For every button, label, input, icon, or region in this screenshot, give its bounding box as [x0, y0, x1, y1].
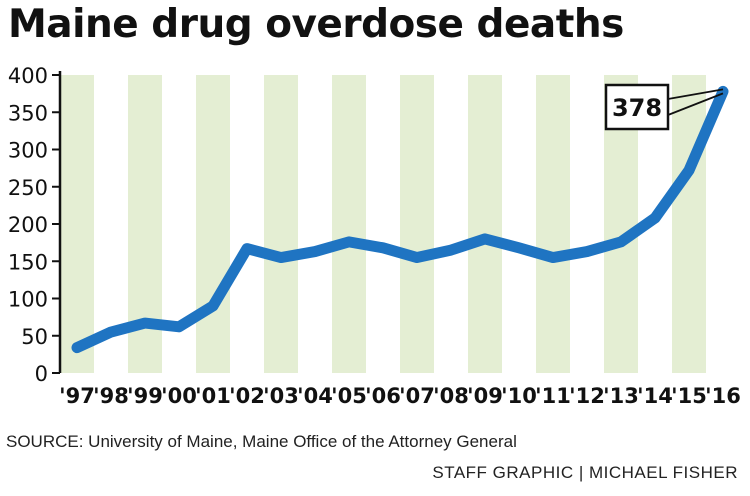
data-point	[514, 242, 524, 253]
y-tick-label: 50	[21, 325, 48, 349]
callout-box	[604, 83, 670, 131]
graphic-credit: STAFF GRAPHIC | MICHAEL FISHER	[432, 463, 738, 482]
data-point	[344, 236, 354, 247]
x-tick-label: '13	[603, 384, 639, 408]
data-point	[208, 300, 218, 311]
data-point	[650, 213, 660, 224]
y-axis-ticks: 0 50 100 150 200 250 300 350 400	[8, 64, 60, 386]
x-tick-label: '08	[433, 384, 469, 408]
data-point	[582, 246, 592, 257]
background-band	[536, 75, 570, 373]
y-tick-label: 0	[35, 362, 48, 386]
data-point	[310, 246, 320, 257]
data-point	[276, 252, 286, 263]
data-point	[174, 321, 184, 332]
background-band	[400, 75, 434, 373]
annotation-callout: 378	[604, 83, 724, 131]
x-tick-label: '12	[569, 384, 605, 408]
x-tick-label: '10	[501, 384, 537, 408]
callout-leader-line	[667, 88, 724, 100]
source-note: SOURCE: University of Maine, Maine Offic…	[6, 432, 517, 451]
data-point	[140, 318, 150, 329]
data-point	[446, 245, 456, 256]
y-tick-label: 200	[8, 213, 48, 237]
y-tick-label: 300	[8, 139, 48, 163]
callout-label: 378	[612, 94, 662, 122]
x-tick-label: '98	[93, 384, 129, 408]
x-tick-label: '97	[59, 384, 95, 408]
x-tick-label: '04	[297, 384, 333, 408]
data-point	[378, 242, 388, 253]
data-point	[72, 342, 82, 353]
data-point	[242, 243, 252, 254]
x-tick-label: '06	[365, 384, 401, 408]
background-band	[196, 75, 230, 373]
x-tick-label: '07	[399, 384, 435, 408]
background-band	[332, 75, 366, 373]
data-point	[548, 252, 558, 263]
x-tick-label: '09	[467, 384, 503, 408]
series-line-overdose-deaths	[71, 85, 729, 354]
data-point	[616, 236, 626, 247]
y-tick-label: 250	[8, 176, 48, 200]
x-tick-label: '02	[229, 384, 265, 408]
data-point	[412, 252, 422, 263]
background-band	[264, 75, 298, 373]
y-tick-label: 150	[8, 250, 48, 274]
x-tick-label: '11	[535, 384, 571, 408]
y-tick-label: 350	[8, 101, 48, 125]
background-band	[468, 75, 502, 373]
x-tick-label: '99	[127, 384, 163, 408]
data-point	[480, 233, 490, 244]
background-bands	[60, 75, 706, 373]
x-tick-label: '03	[263, 384, 299, 408]
background-band	[60, 75, 94, 373]
x-tick-label: '14	[637, 384, 673, 408]
chart-title: Maine drug overdose deaths	[8, 2, 624, 47]
background-band	[672, 75, 706, 373]
x-tick-label: '16	[705, 384, 741, 408]
x-tick-label: '15	[671, 384, 707, 408]
data-point	[684, 165, 694, 176]
callout-leader-line	[667, 92, 724, 116]
x-tick-label: '00	[161, 384, 197, 408]
x-tick-label: '05	[331, 384, 367, 408]
y-tick-label: 100	[8, 288, 48, 312]
y-tick-label: 400	[8, 64, 48, 88]
x-tick-label: '01	[195, 384, 231, 408]
x-axis-ticks: '97'98'99'00'01'02'03'04'05'06'07'08'09'…	[59, 384, 741, 408]
data-point	[106, 327, 116, 338]
